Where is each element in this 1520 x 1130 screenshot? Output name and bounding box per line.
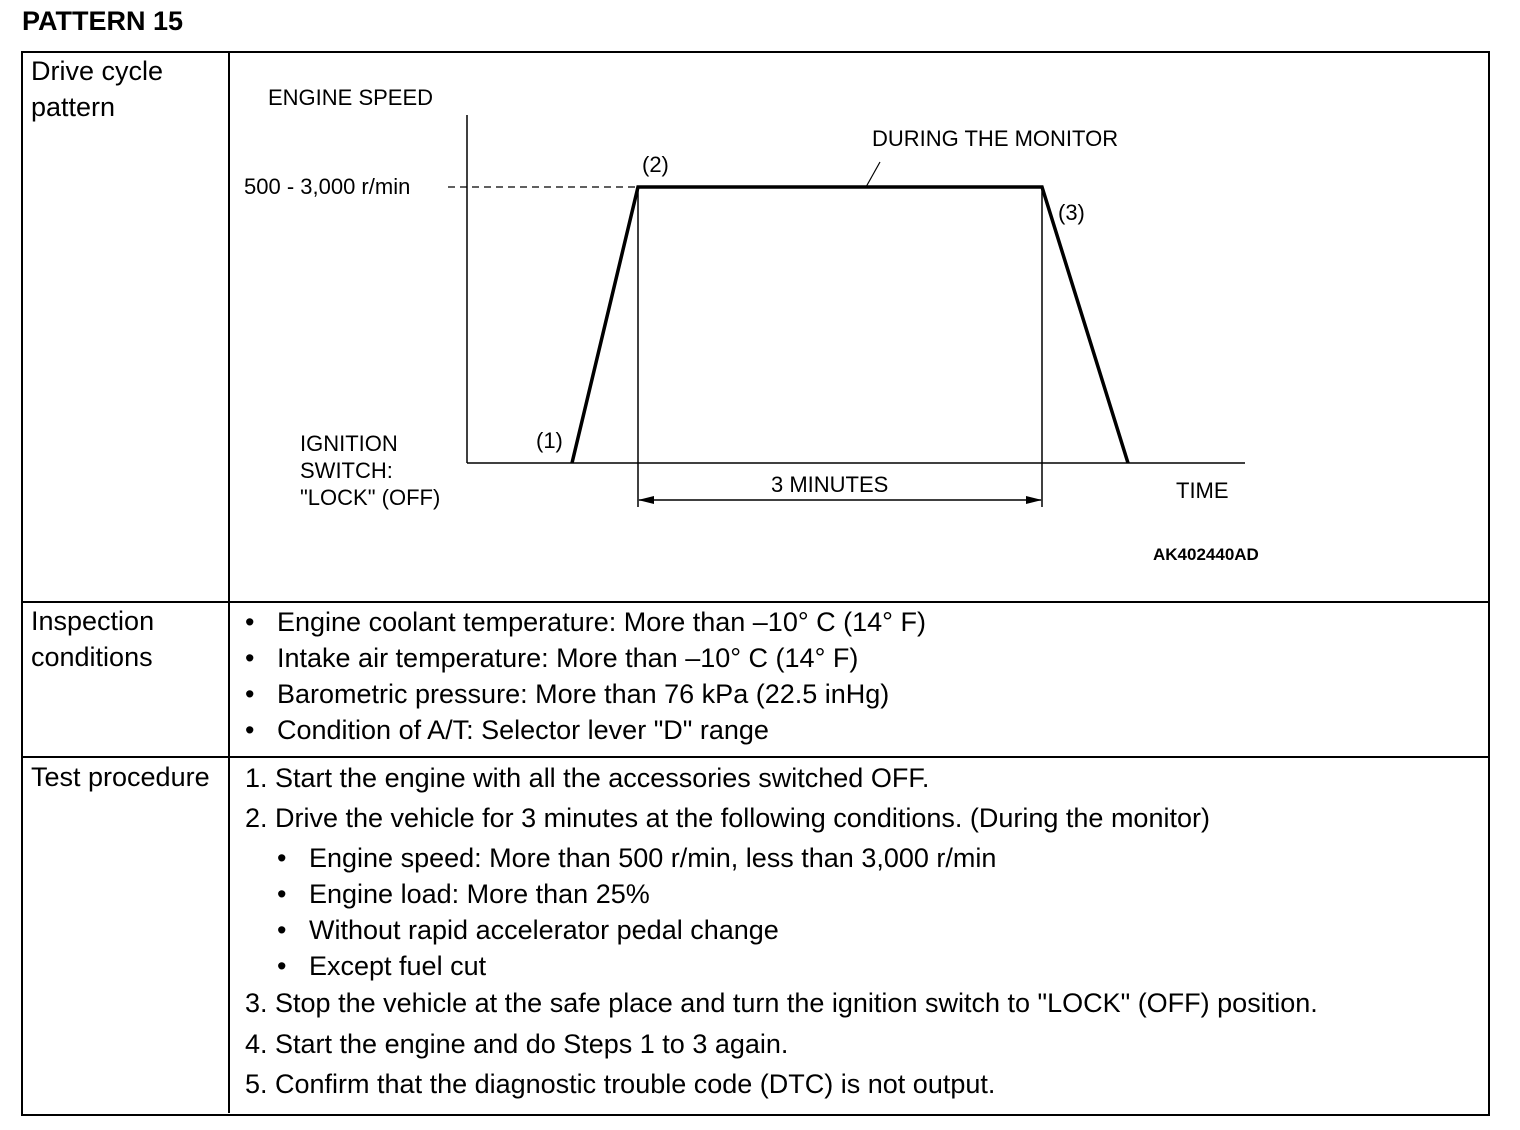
point-1-label: (1) — [536, 428, 563, 453]
x-axis-label: TIME — [1176, 478, 1229, 503]
procedure-label: Test procedure — [31, 762, 210, 792]
inspection-item: Condition of A/T: Selector lever "D" ran… — [245, 712, 926, 748]
point-3-label: (3) — [1058, 200, 1085, 225]
procedure-step: 2. Drive the vehicle for 3 minutes at th… — [245, 803, 1210, 833]
drive-cycle-label: Drive cycle pattern — [31, 56, 164, 122]
page-title: PATTERN 15 — [22, 6, 184, 36]
monitor-leader — [865, 161, 881, 188]
ignition-label-line: "LOCK" (OFF) — [300, 485, 441, 510]
inspection-item: Intake air temperature: More than –10° C… — [245, 640, 926, 676]
point-2-label: (2) — [642, 152, 669, 177]
procedure-step: 4. Start the engine and do Steps 1 to 3 … — [245, 1029, 789, 1059]
row-divider — [22, 601, 1488, 603]
procedure-sub-item: Engine load: More than 25% — [277, 876, 996, 912]
speed-range-label: 500 - 3,000 r/min — [244, 174, 411, 199]
duration-label: 3 MINUTES — [771, 472, 889, 497]
point1-leader — [566, 440, 572, 455]
engine-speed-trace — [570, 185, 1130, 464]
procedure-step: 3. Stop the vehicle at the safe place an… — [245, 988, 1318, 1018]
inspection-label: Inspection conditions — [31, 606, 155, 672]
column-divider — [228, 52, 230, 1113]
procedure-sub-list: Engine speed: More than 500 r/min, less … — [277, 840, 996, 984]
inspection-item: Barometric pressure: More than 76 kPa (2… — [245, 676, 926, 712]
procedure-step: 1. Start the engine with all the accesso… — [245, 763, 930, 793]
inspection-list: Engine coolant temperature: More than –1… — [245, 604, 926, 748]
procedure-sub-item: Engine speed: More than 500 r/min, less … — [277, 840, 996, 876]
figure-code: AK402440AD — [1153, 545, 1259, 564]
ignition-label-line: IGNITION — [300, 431, 398, 456]
inspection-item: Engine coolant temperature: More than –1… — [245, 604, 926, 640]
procedure-step: 5. Confirm that the diagnostic trouble c… — [245, 1069, 996, 1099]
procedure-sub-item: Without rapid accelerator pedal change — [277, 912, 996, 948]
row-divider — [22, 756, 1488, 758]
y-axis-label: ENGINE SPEED — [268, 85, 434, 110]
monitor-label: DURING THE MONITOR — [872, 126, 1119, 151]
ignition-label-line: SWITCH: — [300, 458, 393, 483]
procedure-sub-item: Except fuel cut — [277, 948, 996, 984]
ignition-label: IGNITION SWITCH: "LOCK" (OFF) — [300, 430, 440, 511]
pattern-table — [21, 51, 1490, 1116]
